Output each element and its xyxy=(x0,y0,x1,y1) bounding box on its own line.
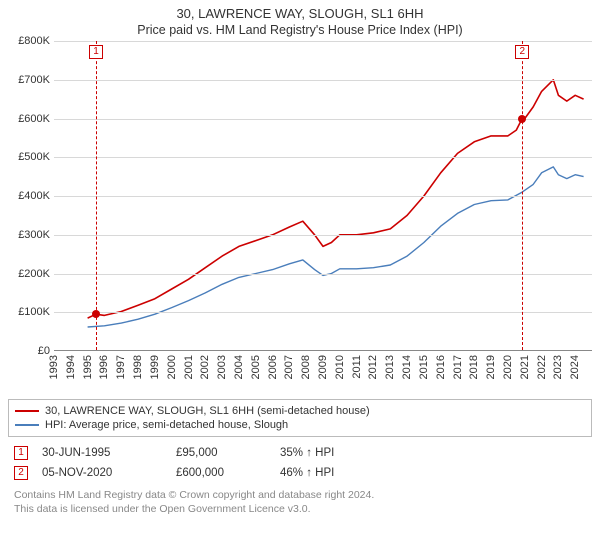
gridline-h xyxy=(54,312,592,313)
y-tick-label: £500K xyxy=(18,151,50,163)
detail-date: 30-JUN-1995 xyxy=(42,447,162,459)
chart-title: 30, LAWRENCE WAY, SLOUGH, SL1 6HH xyxy=(8,6,592,21)
x-tick-label: 1993 xyxy=(48,355,60,379)
footer-line-2: This data is licensed under the Open Gov… xyxy=(14,503,586,517)
sale-dot xyxy=(92,310,100,318)
x-tick-label: 1994 xyxy=(65,355,77,379)
detail-marker-box: 1 xyxy=(14,446,28,460)
x-tick-label: 2011 xyxy=(351,355,363,379)
series-line xyxy=(88,167,584,327)
x-tick-label: 2016 xyxy=(435,355,447,379)
x-tick-label: 2023 xyxy=(552,355,564,379)
detail-hpi: 35% ↑ HPI xyxy=(280,447,334,459)
x-tick-label: 2013 xyxy=(384,355,396,379)
plot-area: 12 xyxy=(54,41,592,351)
detail-marker-box: 2 xyxy=(14,466,28,480)
x-tick-label: 2024 xyxy=(569,355,581,379)
x-tick-label: 2000 xyxy=(166,355,178,379)
x-tick-label: 2001 xyxy=(183,355,195,379)
legend-label: 30, LAWRENCE WAY, SLOUGH, SL1 6HH (semi-… xyxy=(45,405,370,417)
y-tick-label: £200K xyxy=(18,268,50,280)
gridline-h xyxy=(54,274,592,275)
x-tick-label: 2014 xyxy=(401,355,413,379)
x-tick-label: 2015 xyxy=(418,355,430,379)
y-axis: £0£100K£200K£300K£400K£500K£600K£700K£80… xyxy=(8,41,54,351)
detail-date: 05-NOV-2020 xyxy=(42,467,162,479)
detail-row: 2 05-NOV-2020 £600,000 46% ↑ HPI xyxy=(8,463,592,483)
x-tick-label: 2019 xyxy=(485,355,497,379)
x-tick-label: 2010 xyxy=(334,355,346,379)
y-tick-label: £700K xyxy=(18,74,50,86)
detail-price: £600,000 xyxy=(176,467,266,479)
footer-line-1: Contains HM Land Registry data © Crown c… xyxy=(14,489,586,503)
x-tick-label: 2002 xyxy=(199,355,211,379)
sale-marker-box: 2 xyxy=(515,45,529,59)
x-tick-label: 1997 xyxy=(115,355,127,379)
sale-vline xyxy=(96,41,97,350)
x-tick-label: 2006 xyxy=(267,355,279,379)
x-tick-label: 2003 xyxy=(216,355,228,379)
x-tick-label: 1999 xyxy=(149,355,161,379)
legend-item: HPI: Average price, semi-detached house,… xyxy=(15,418,585,432)
y-tick-label: £800K xyxy=(18,35,50,47)
y-tick-label: £100K xyxy=(18,306,50,318)
gridline-h xyxy=(54,41,592,42)
x-tick-label: 2004 xyxy=(233,355,245,379)
detail-row: 1 30-JUN-1995 £95,000 35% ↑ HPI xyxy=(8,443,592,463)
legend-item: 30, LAWRENCE WAY, SLOUGH, SL1 6HH (semi-… xyxy=(15,404,585,418)
chart-subtitle: Price paid vs. HM Land Registry's House … xyxy=(8,23,592,37)
detail-price: £95,000 xyxy=(176,447,266,459)
x-tick-label: 2009 xyxy=(317,355,329,379)
chart-container: 30, LAWRENCE WAY, SLOUGH, SL1 6HH Price … xyxy=(0,0,600,560)
gridline-h xyxy=(54,196,592,197)
x-tick-label: 2020 xyxy=(502,355,514,379)
chart-area: £0£100K£200K£300K£400K£500K£600K£700K£80… xyxy=(8,41,592,397)
x-tick-label: 2008 xyxy=(300,355,312,379)
gridline-h xyxy=(54,235,592,236)
legend-swatch xyxy=(15,410,39,412)
x-tick-label: 1998 xyxy=(132,355,144,379)
detail-hpi: 46% ↑ HPI xyxy=(280,467,334,479)
y-tick-label: £600K xyxy=(18,113,50,125)
gridline-h xyxy=(54,119,592,120)
legend-swatch xyxy=(15,424,39,426)
gridline-h xyxy=(54,80,592,81)
sale-marker-box: 1 xyxy=(89,45,103,59)
x-tick-label: 2018 xyxy=(468,355,480,379)
x-tick-label: 2022 xyxy=(536,355,548,379)
legend-label: HPI: Average price, semi-detached house,… xyxy=(45,419,288,431)
sale-details: 1 30-JUN-1995 £95,000 35% ↑ HPI 2 05-NOV-2020… xyxy=(8,443,592,483)
x-tick-label: 2007 xyxy=(283,355,295,379)
gridline-h xyxy=(54,157,592,158)
legend: 30, LAWRENCE WAY, SLOUGH, SL1 6HH (semi-… xyxy=(8,399,592,437)
x-tick-label: 1995 xyxy=(82,355,94,379)
x-tick-label: 2005 xyxy=(250,355,262,379)
y-tick-label: £300K xyxy=(18,229,50,241)
sale-vline xyxy=(522,41,523,350)
x-tick-label: 1996 xyxy=(98,355,110,379)
sale-dot xyxy=(518,115,526,123)
footer: Contains HM Land Registry data © Crown c… xyxy=(8,489,592,516)
x-tick-label: 2012 xyxy=(367,355,379,379)
x-axis: 1993199419951996199719981999200020012002… xyxy=(54,351,592,397)
x-tick-label: 2017 xyxy=(452,355,464,379)
x-tick-label: 2021 xyxy=(519,355,531,379)
y-tick-label: £400K xyxy=(18,190,50,202)
